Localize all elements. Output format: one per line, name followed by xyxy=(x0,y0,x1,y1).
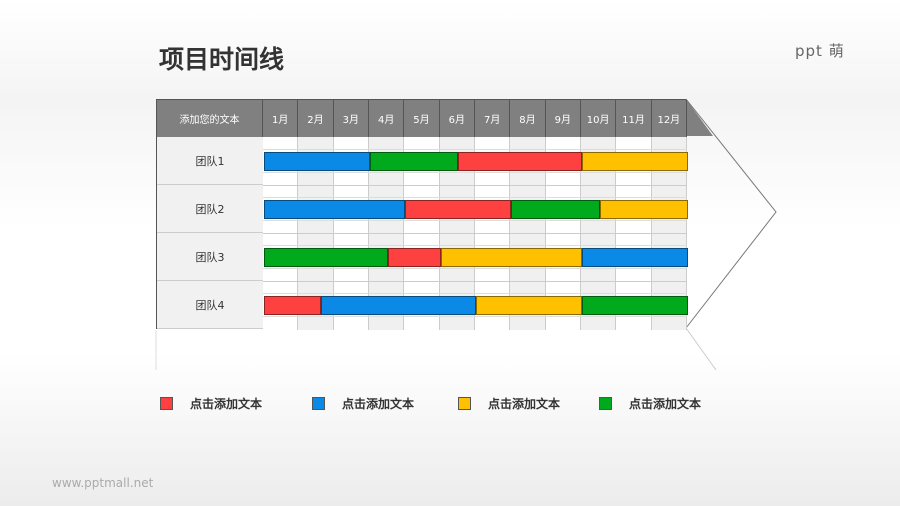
row-divider xyxy=(157,233,687,234)
timeline-bar-green xyxy=(264,248,388,267)
timeline-bar-green xyxy=(582,296,688,315)
legend-label: 点击添加文本 xyxy=(342,397,415,411)
team-label: 团队4 xyxy=(157,281,263,329)
month-header: 1月 xyxy=(263,100,299,137)
team-label: 团队3 xyxy=(157,233,263,281)
timeline-bar-yellow xyxy=(599,200,688,219)
legend-item: 点击添加文本 xyxy=(599,395,701,412)
timeline-bar-blue xyxy=(582,248,688,267)
arrow-tip xyxy=(685,98,777,329)
legend-swatch xyxy=(599,397,612,410)
legend-label: 点击添加文本 xyxy=(190,397,263,411)
grid-line xyxy=(263,197,687,198)
legend-swatch xyxy=(160,397,173,410)
legend-label: 点击添加文本 xyxy=(488,397,561,411)
legend-swatch xyxy=(312,397,325,410)
timeline-bar-yellow xyxy=(476,296,582,315)
grid-line xyxy=(263,172,687,173)
month-header: 7月 xyxy=(475,100,511,137)
page-title: 项目时间线 xyxy=(159,45,285,74)
grid-line xyxy=(263,149,687,150)
month-header: 2月 xyxy=(298,100,334,137)
grid-line xyxy=(263,220,687,221)
row-divider xyxy=(157,185,687,186)
legend-item: 点击添加文本 xyxy=(312,395,414,412)
legend-item: 点击添加文本 xyxy=(458,395,560,412)
timeline-bar-green xyxy=(370,152,459,171)
grid-line xyxy=(263,293,687,294)
month-header: 4月 xyxy=(369,100,405,137)
timeline-bar-red xyxy=(458,152,582,171)
timeline-bar-red xyxy=(387,248,441,267)
timeline-bar-yellow xyxy=(582,152,688,171)
legend-item: 点击添加文本 xyxy=(160,395,262,412)
month-header: 8月 xyxy=(510,100,546,137)
logo-text: ppt 萌 xyxy=(795,42,845,60)
month-header: 6月 xyxy=(439,100,475,137)
month-header: 5月 xyxy=(404,100,440,137)
arrow-reflection xyxy=(685,327,717,371)
month-header: 12月 xyxy=(651,100,687,137)
timeline-bar-red xyxy=(405,200,512,219)
timeline-bar-blue xyxy=(264,152,370,171)
month-header: 9月 xyxy=(545,100,581,137)
row-divider xyxy=(157,281,687,282)
timeline-bar-blue xyxy=(320,296,476,315)
grid-line xyxy=(263,268,687,269)
month-header: 11月 xyxy=(616,100,652,137)
timeline-bar-red xyxy=(264,296,321,315)
month-header: 3月 xyxy=(333,100,369,137)
timeline-table: 添加您的文本 1月 2月 3月 4月 5月 6月 7月 8月 9月 10月 11月 12月团队1 团队2… xyxy=(156,99,688,330)
month-header: 10月 xyxy=(581,100,617,137)
timeline-bar-blue xyxy=(264,200,406,219)
timeline-bar-green xyxy=(511,200,600,219)
team-label: 团队1 xyxy=(157,137,263,185)
timeline-bar-yellow xyxy=(440,248,582,267)
grid-line xyxy=(263,245,687,246)
footer-url: www.pptmall.net xyxy=(52,476,154,490)
header-label: 添加您的文本 xyxy=(157,100,263,137)
legend-label: 点击添加文本 xyxy=(629,397,702,411)
legend-swatch xyxy=(458,397,471,410)
grid-line xyxy=(263,316,687,317)
team-label: 团队2 xyxy=(157,185,263,233)
